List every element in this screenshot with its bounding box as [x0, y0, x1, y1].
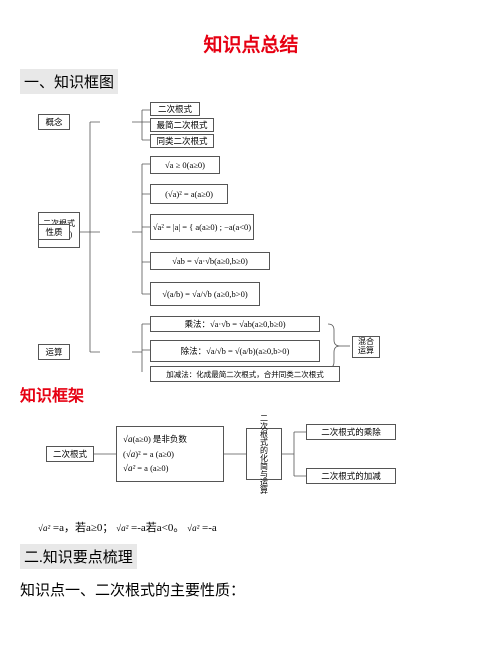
section-red-heading: 知识框架	[20, 382, 482, 406]
d1-o2: 除法：√a/√b = √(a/b)(a≥0,b>0)	[150, 340, 320, 362]
d2-root: 二次根式	[46, 446, 94, 462]
d1-p2: (√a)² = a(a≥0)	[150, 184, 228, 204]
d2-r1: 二次根式的乘除	[306, 424, 396, 440]
section-2-heading: 二.知识要点梳理	[20, 544, 137, 569]
d1-p3: √a² = |a| = { a(a≥0) ; −a(a<0)	[150, 214, 254, 240]
d1-operation: 运算	[38, 344, 70, 360]
d2-mid: 二次根式的化简与运算	[246, 428, 282, 480]
d2-r2: 二次根式的加减	[306, 468, 396, 484]
d1-c1: 二次根式	[150, 102, 200, 116]
d2-bottom-formula: √a² =a，若a≥0； √a² =-a若a<0。 √a² =-a	[38, 520, 482, 538]
d1-o3: 加减法：化成最简二次根式，合并同类二次根式	[150, 366, 340, 382]
section-1-heading: 一、知识框图	[20, 69, 118, 94]
title-main: 知识点总结	[20, 30, 482, 57]
d1-c2: 最简二次根式	[150, 118, 214, 132]
d1-o1: 乘法：√a·√b = √ab(a≥0,b≥0)	[150, 316, 320, 332]
diagram-1: 二次根式√a(a≥0) 概念 性质 运算 二次根式 最简二次根式 同类二次根式 …	[38, 102, 458, 372]
d1-p1: √a ≥ 0(a≥0)	[150, 156, 220, 174]
d1-mix: 混合运算	[352, 336, 380, 358]
d1-concept: 概念	[38, 114, 70, 130]
body-text-1: 知识点一、二次根式的主要性质：	[20, 579, 482, 603]
d1-p5: √(a/b) = √a/√b (a≥0,b>0)	[150, 282, 260, 306]
d1-property: 性质	[38, 224, 70, 240]
d1-p4: √ab = √a·√b(a≥0,b≥0)	[150, 252, 270, 270]
d1-c3: 同类二次根式	[150, 134, 214, 148]
d2-props: √a(a≥0) 是非负数(√a)² = a (a≥0)√a² = a (a≥0)	[116, 426, 224, 482]
diagram-2: 二次根式 √a(a≥0) 是非负数(√a)² = a (a≥0)√a² = a …	[38, 414, 458, 514]
